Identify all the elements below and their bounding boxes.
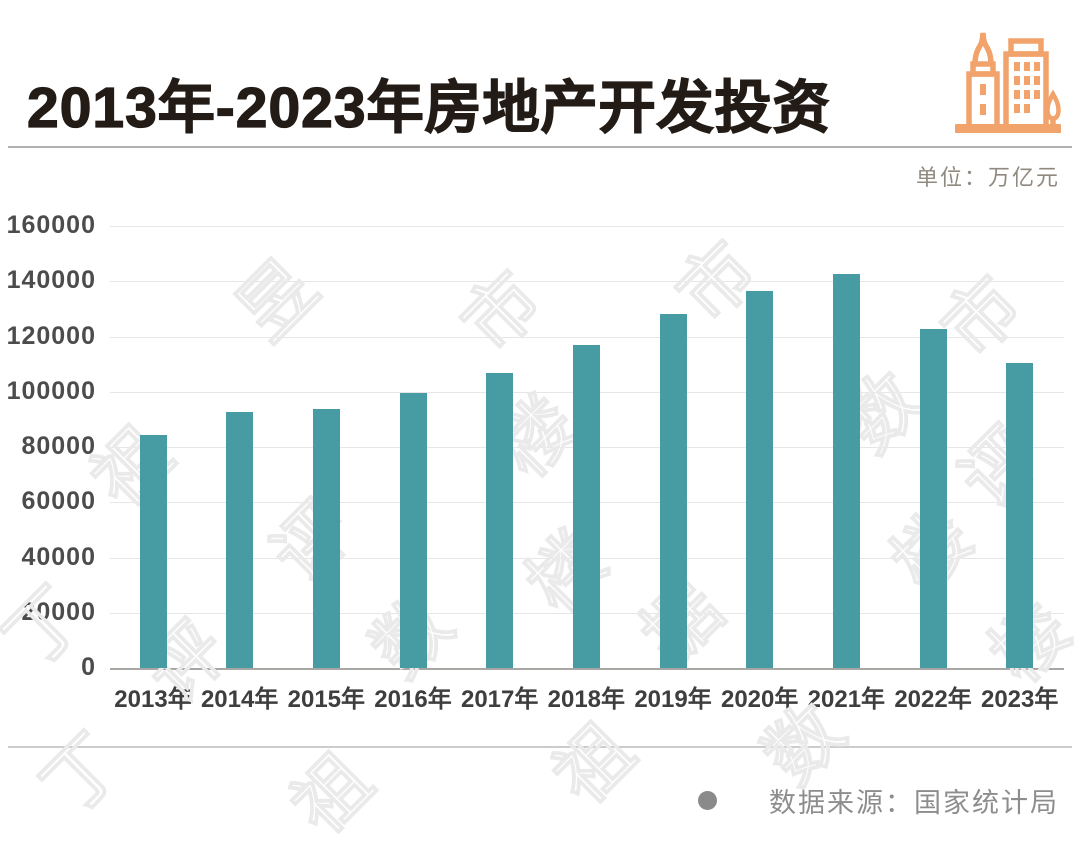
bar-2014年 (226, 411, 254, 668)
x-tick-label: 2015年 (287, 686, 366, 713)
x-tick-label: 2021年 (807, 686, 886, 713)
bullet-dot-icon (698, 791, 717, 810)
bar-2015年 (312, 409, 340, 668)
bar-2021年 (832, 273, 860, 668)
watermark-glyph: 楼 (511, 516, 622, 627)
x-tick-label: 2019年 (634, 686, 712, 713)
y-tick-label: 140000 (6, 266, 96, 295)
y-tick-label: 40000 (21, 542, 96, 571)
bar-2016年 (399, 392, 427, 668)
footer-divider (8, 746, 1072, 748)
y-tick-label: 0 (81, 653, 96, 681)
x-tick-label: 2016年 (374, 686, 452, 713)
x-tick-label: 2023年 (980, 686, 1059, 713)
watermark-glyph: 评 (944, 411, 1055, 522)
x-tick-label: 2013年 (114, 686, 192, 713)
y-tick-label: 20000 (21, 597, 96, 626)
x-tick-label: 2020年 (720, 686, 799, 713)
bar-2013年 (139, 435, 167, 668)
bar-2022年 (919, 329, 947, 668)
watermark-glyph: 市 (446, 256, 557, 367)
bar-2023年 (1006, 363, 1034, 668)
unit-label: 单位：万亿元 (915, 165, 1060, 190)
bar-2017年 (486, 372, 514, 668)
y-tick-label: 100000 (6, 376, 96, 405)
gridline (110, 281, 1064, 283)
y-tick-label: 160000 (6, 211, 96, 239)
watermark-glyph: 数 (748, 688, 859, 799)
x-axis-line (110, 668, 1064, 670)
x-tick-label: 2014年 (200, 686, 279, 713)
header-divider (8, 146, 1072, 148)
watermark-glyph: 祖 (538, 708, 649, 819)
bar-2020年 (746, 290, 774, 668)
gridline (110, 336, 1064, 338)
y-tick-label: 80000 (21, 432, 96, 460)
watermark-glyph: 昱 (221, 244, 332, 355)
x-tick-label: 2017年 (460, 686, 539, 713)
watermark-glyph: 丁 (26, 718, 137, 829)
source-text: 数据来源：国家统计局 (769, 788, 1059, 818)
page-title: 2013年-2023年房地产开发投资 (26, 76, 831, 141)
city-buildings-icon (955, 32, 1061, 133)
watermark-glyph: 祖 (76, 411, 187, 522)
x-tick-label: 2018年 (547, 686, 626, 713)
y-tick-label: 120000 (6, 321, 96, 350)
bar-2018年 (572, 345, 600, 668)
y-tick-label: 60000 (21, 487, 96, 516)
source-row: 数据来源：国家统计局 (698, 781, 1059, 820)
watermark-glyph: 祖 (276, 738, 387, 849)
x-tick-label: 2022年 (894, 686, 972, 713)
bar-2019年 (659, 313, 687, 668)
watermark-glyph: 丁 (0, 571, 99, 682)
gridline (110, 226, 1064, 227)
